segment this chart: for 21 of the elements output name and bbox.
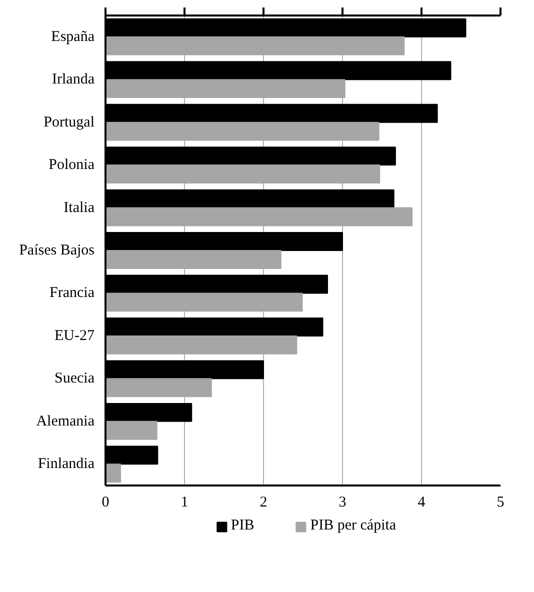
y-tick-label: Portugal	[44, 114, 95, 130]
y-tick-label: Francia	[50, 285, 95, 302]
y-tick-label: Suecia	[54, 370, 95, 387]
bar	[106, 420, 158, 440]
x-tick-label: 5	[496, 494, 504, 510]
y-tick-label: Irlanda	[52, 72, 95, 88]
bar	[106, 464, 122, 483]
y-tick-label: Finlandia	[38, 456, 95, 472]
y-tick-label: España	[51, 28, 95, 45]
x-tick-label: 3	[338, 494, 346, 510]
x-tick-label: 2	[260, 494, 268, 510]
x-tick-label: 1	[180, 494, 188, 510]
legend-label: PIB per cápita	[310, 518, 396, 534]
legend-label: PIB	[230, 518, 254, 534]
y-tick-label: Polonia	[48, 157, 95, 174]
y-tick-label: Países Bajos	[19, 242, 95, 258]
y-tick-label: Italia	[64, 200, 95, 216]
x-tick-label: 4	[418, 494, 426, 510]
y-tick-label: Alemania	[36, 413, 95, 430]
x-tick-label: 0	[102, 494, 110, 510]
y-tick-label: EU-27	[54, 328, 95, 344]
